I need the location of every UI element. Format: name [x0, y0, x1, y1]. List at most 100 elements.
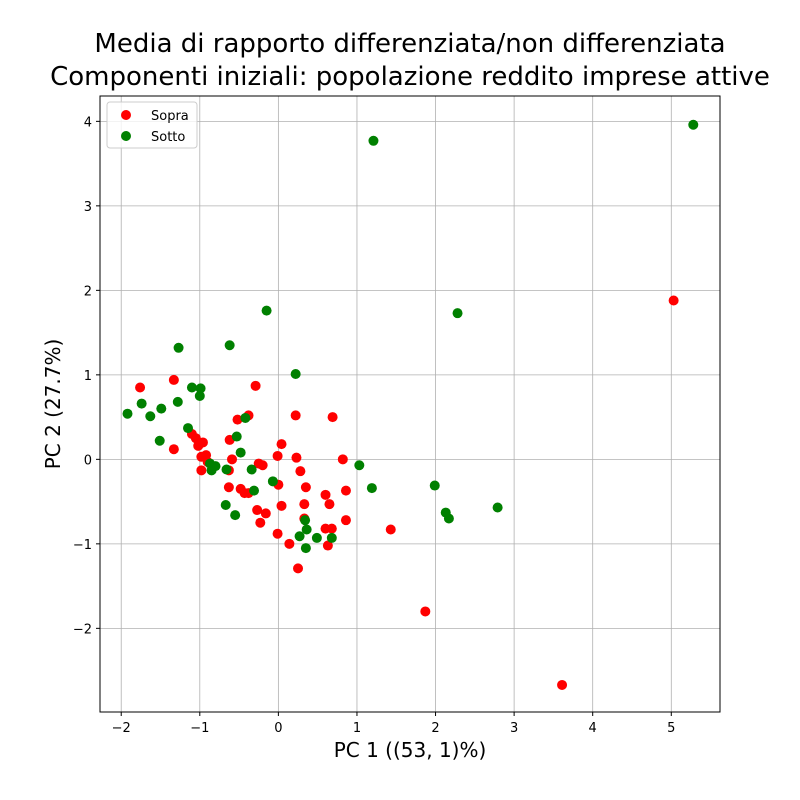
- sotto-point: [429, 480, 440, 491]
- sotto-point: [205, 458, 216, 469]
- sopra-point: [327, 412, 338, 423]
- sotto-point: [452, 308, 463, 319]
- data-points: [122, 119, 699, 690]
- sopra-point: [340, 485, 351, 496]
- sopra-point: [284, 538, 295, 549]
- sopra-point: [299, 499, 310, 510]
- sopra-point: [300, 482, 311, 493]
- y-axis-label: PC 2 (27.7%): [41, 339, 65, 470]
- sotto-point: [173, 342, 184, 353]
- sopra-point: [272, 528, 283, 539]
- sotto-point: [300, 515, 311, 526]
- sopra-point: [196, 465, 207, 476]
- sopra-point: [168, 444, 179, 455]
- x-tick-label: 4: [589, 721, 597, 736]
- sopra-point: [135, 382, 146, 393]
- x-tick-label: −1: [190, 721, 209, 736]
- sopra-point: [272, 450, 283, 461]
- y-tick-label: 0: [84, 453, 92, 468]
- sotto-point: [172, 396, 183, 407]
- axis-ticks: −2 −1 0 1 2 3 4 5 −2 −1 0 1 2 3 4: [73, 115, 676, 736]
- grid-lines: [100, 96, 720, 712]
- sotto-point: [220, 499, 231, 510]
- sotto-point: [230, 510, 241, 521]
- sotto-point: [136, 398, 147, 409]
- sopra-point: [290, 410, 301, 421]
- sotto-point: [443, 513, 454, 524]
- legend: Sopra Sotto: [106, 101, 198, 149]
- sotto-point: [300, 543, 311, 554]
- sotto-point: [267, 476, 278, 487]
- sopra-point: [223, 482, 234, 493]
- sopra-point: [340, 515, 351, 526]
- sotto-point: [154, 435, 165, 446]
- x-tick-label: 1: [353, 721, 361, 736]
- chart-title: Media di rapporto differenziata/non diff…: [0, 28, 800, 94]
- sotto-point: [261, 305, 272, 316]
- sopra-point: [232, 414, 243, 425]
- sotto-point: [195, 383, 206, 394]
- sotto-point: [231, 431, 242, 442]
- sopra-point: [668, 295, 679, 306]
- sopra-point: [293, 563, 304, 574]
- sotto-point: [301, 524, 312, 535]
- sopra-point: [255, 517, 266, 528]
- sotto-point: [194, 390, 205, 401]
- chart-title-line-1: Media di rapporto differenziata/non diff…: [94, 29, 726, 59]
- sotto-point: [366, 483, 377, 494]
- x-tick-label: −2: [112, 721, 131, 736]
- legend-label: Sopra: [151, 109, 189, 124]
- sopra-point: [276, 500, 287, 511]
- sopra-point: [227, 454, 238, 465]
- sotto-point: [354, 460, 365, 471]
- sotto-point: [240, 412, 251, 423]
- sopra-point: [276, 439, 287, 450]
- sotto-point: [688, 119, 699, 130]
- sotto-point: [145, 411, 156, 422]
- sotto-point: [224, 340, 235, 351]
- plot-frame: [99, 95, 721, 713]
- sotto-point: [156, 403, 167, 414]
- sopra-point: [326, 523, 337, 534]
- legend-marker: [121, 110, 131, 120]
- sotto-point: [183, 423, 194, 434]
- sopra-point: [324, 499, 335, 510]
- chart-title-line-2: Componenti iniziali: popolazione reddito…: [50, 62, 770, 92]
- sopra-point: [197, 437, 208, 448]
- x-tick-label: 0: [274, 721, 282, 736]
- sopra-point: [260, 508, 271, 519]
- sotto-point: [368, 135, 379, 146]
- sotto-point: [246, 464, 257, 475]
- y-tick-label: −2: [73, 622, 92, 637]
- sotto-point: [122, 408, 133, 419]
- sotto-point: [311, 532, 322, 543]
- sotto-point: [249, 485, 260, 496]
- sotto-point: [290, 369, 301, 380]
- sotto-point: [235, 447, 246, 458]
- sopra-point: [252, 505, 263, 516]
- sopra-point: [385, 524, 396, 535]
- sopra-point: [257, 460, 268, 471]
- legend-label: Sotto: [151, 130, 185, 145]
- x-tick-label: 3: [510, 721, 518, 736]
- sopra-point: [557, 679, 568, 690]
- legend-marker: [121, 131, 131, 141]
- sopra-point: [291, 452, 302, 463]
- sotto-point: [294, 531, 305, 542]
- y-tick-label: 1: [84, 369, 92, 384]
- sopra-point: [250, 380, 261, 391]
- x-tick-label: 5: [667, 721, 675, 736]
- x-tick-label: 2: [431, 721, 439, 736]
- y-tick-label: 2: [84, 284, 92, 299]
- sotto-point: [326, 532, 337, 543]
- y-tick-label: 3: [84, 200, 92, 215]
- y-tick-label: 4: [84, 115, 92, 130]
- sopra-point: [337, 454, 348, 465]
- x-axis-label: PC 1 ((53, 1)%): [334, 738, 487, 762]
- sopra-point: [168, 374, 179, 385]
- sopra-point: [322, 540, 333, 551]
- sotto-point: [186, 382, 197, 393]
- sotto-point: [221, 464, 232, 475]
- sopra-point: [295, 466, 306, 477]
